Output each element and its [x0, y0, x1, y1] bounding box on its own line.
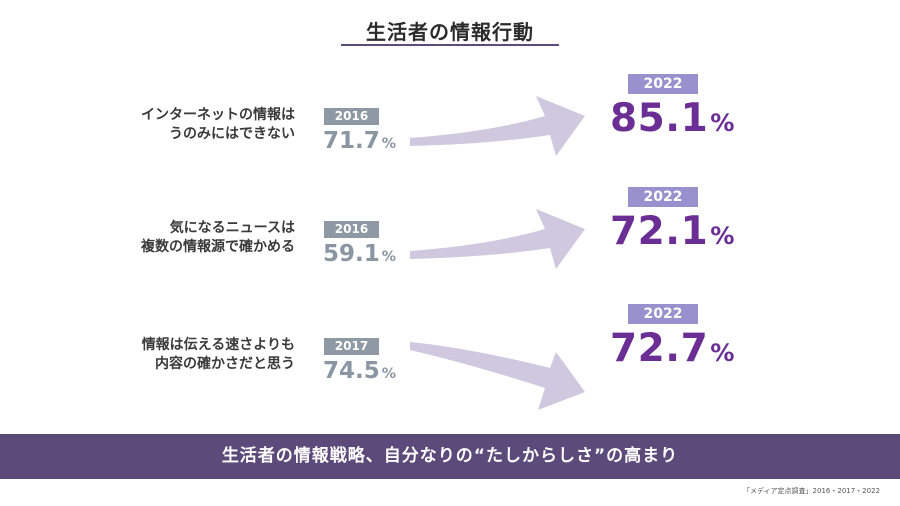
- summary-banner: 生活者の情報戦略、自分なりの“たしからしさ”の高まり: [0, 434, 900, 479]
- new-year-badge: 2022: [628, 304, 698, 324]
- comparison-row: 情報は伝える速さよりも内容の確かさだと思う 2017 74.5% 2022 72.7%: [0, 304, 900, 420]
- new-value: 72.7%: [610, 326, 735, 371]
- new-value-unit: %: [710, 339, 735, 367]
- new-value: 72.1%: [610, 209, 735, 254]
- old-value-number: 71.7: [323, 128, 380, 154]
- old-value-unit: %: [381, 249, 397, 265]
- comparison-row: インターネットの情報はうのみにはできない 2016 71.7% 2022 85.1%: [0, 74, 900, 190]
- new-value: 85.1%: [610, 96, 735, 141]
- item-label: インターネットの情報はうのみにはできない: [35, 106, 295, 144]
- trend-arrow-shape: [410, 209, 585, 269]
- title-underline: [341, 44, 559, 46]
- old-year-badge: 2016: [324, 221, 379, 238]
- old-year-badge: 2017: [324, 338, 379, 355]
- item-label-line: インターネットの情報は: [141, 107, 295, 123]
- old-year-badge: 2016: [324, 108, 379, 125]
- new-value-number: 72.7: [610, 326, 709, 371]
- old-value-number: 59.1: [323, 241, 380, 267]
- comparison-row: 気になるニュースは複数の情報源で確かめる 2016 59.1% 2022 72.1%: [0, 187, 900, 303]
- old-value-unit: %: [381, 136, 397, 152]
- item-label: 情報は伝える速さよりも内容の確かさだと思う: [35, 336, 295, 374]
- item-label: 気になるニュースは複数の情報源で確かめる: [35, 219, 295, 257]
- item-label-line: 複数の情報源で確かめる: [141, 239, 295, 255]
- source-note: 「メディア定点調査」2016・2017・2022: [743, 487, 880, 495]
- item-label-line: うのみにはできない: [169, 126, 295, 142]
- item-label-line: 気になるニュースは: [169, 220, 295, 236]
- up-arrow-icon: [410, 96, 585, 156]
- new-value-unit: %: [710, 222, 735, 250]
- old-value: 59.1%: [323, 241, 396, 267]
- old-value: 74.5%: [323, 358, 396, 384]
- new-value-number: 72.1: [610, 209, 709, 254]
- new-year-badge: 2022: [628, 187, 698, 207]
- old-value: 71.7%: [323, 128, 396, 154]
- new-year-badge: 2022: [628, 74, 698, 94]
- trend-arrow-shape: [410, 342, 585, 410]
- new-value-number: 85.1: [610, 96, 709, 141]
- down-arrow-icon: [410, 342, 585, 410]
- chart-title: 生活者の情報行動: [366, 20, 534, 44]
- trend-arrow-shape: [410, 96, 585, 156]
- new-value-unit: %: [710, 109, 735, 137]
- up-arrow-icon: [410, 209, 585, 269]
- item-label-line: 情報は伝える速さよりも: [141, 337, 295, 353]
- item-label-line: 内容の確かさだと思う: [155, 356, 295, 372]
- old-value-unit: %: [381, 366, 397, 382]
- old-value-number: 74.5: [323, 358, 380, 384]
